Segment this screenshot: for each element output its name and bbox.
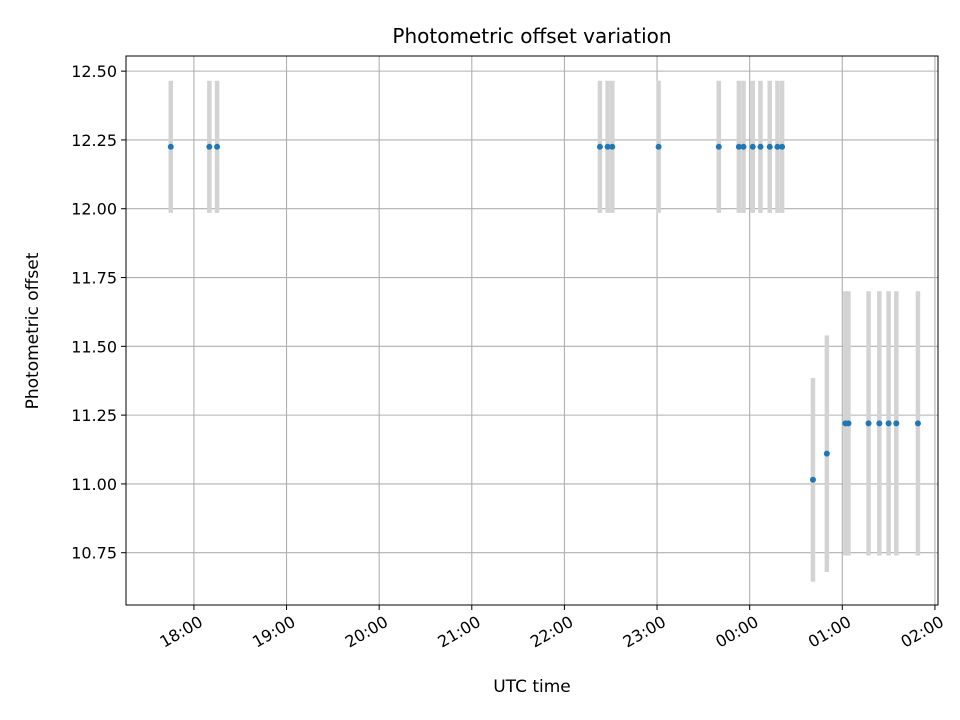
data-point xyxy=(740,143,747,150)
data-point xyxy=(735,143,742,150)
data-point xyxy=(914,420,921,427)
data-point xyxy=(876,420,883,427)
data-point xyxy=(885,420,892,427)
y-tick-label: 12.00 xyxy=(71,200,117,219)
data-point xyxy=(779,143,786,150)
y-axis-title: Photometric offset xyxy=(23,252,43,409)
x-axis-title: UTC time xyxy=(493,677,571,697)
data-point xyxy=(823,450,830,457)
y-tick-label: 11.75 xyxy=(71,269,117,288)
y-tick-label: 11.25 xyxy=(71,406,117,425)
data-point xyxy=(809,476,816,483)
y-tick-label: 11.50 xyxy=(71,337,117,356)
data-point xyxy=(206,143,213,150)
data-point xyxy=(845,420,852,427)
y-tick-label: 11.00 xyxy=(71,475,117,494)
data-point xyxy=(596,143,603,150)
data-point xyxy=(766,143,773,150)
data-point xyxy=(893,420,900,427)
y-tick-label: 10.75 xyxy=(71,544,117,563)
data-point xyxy=(774,143,781,150)
data-point xyxy=(757,143,764,150)
data-point xyxy=(749,143,756,150)
y-tick-label: 12.25 xyxy=(71,131,117,150)
data-point xyxy=(715,143,722,150)
y-tick-label: 12.50 xyxy=(71,62,117,81)
data-point xyxy=(865,420,872,427)
plot-frame xyxy=(125,55,939,606)
data-points xyxy=(167,143,921,483)
y-axis-ticks: 10.75 11.00 11.25 11.50 11.75 12.00 12.25 12.50 xyxy=(71,62,126,563)
data-point xyxy=(214,143,221,150)
chart-title: Photometric offset variation xyxy=(392,24,671,48)
data-point xyxy=(609,143,616,150)
data-point xyxy=(655,143,662,150)
data-point xyxy=(604,143,611,150)
data-point xyxy=(167,143,174,150)
